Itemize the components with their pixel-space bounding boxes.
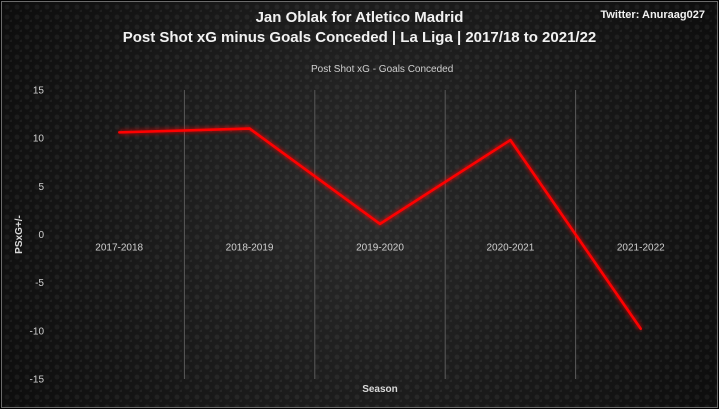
x-category-label: 2020-2021	[486, 243, 534, 254]
chart-title-line1: Jan Oblak for Atletico Madrid	[255, 9, 464, 26]
x-axis-title: Season	[362, 384, 398, 395]
data-point	[378, 222, 382, 226]
y-tick-label: -10	[30, 326, 45, 337]
y-axis-ticks: 15 10 5 0 -5 -10 -15	[30, 86, 45, 386]
x-category-label: 2017-2018	[95, 243, 143, 254]
y-tick-label: 0	[38, 230, 44, 241]
chart-title: Jan Oblak for Atletico Madrid Post Shot …	[0, 8, 719, 48]
x-category-label: 2019-2020	[356, 243, 404, 254]
x-category-label: 2021-2022	[617, 243, 665, 254]
data-point	[248, 127, 251, 130]
y-tick-label: -15	[30, 375, 45, 386]
y-tick-label: -5	[35, 278, 44, 289]
legend-label: Post Shot xG - Goals Conceded	[311, 64, 453, 75]
legend: Post Shot xG - Goals Conceded	[283, 64, 453, 75]
data-point	[639, 327, 642, 331]
y-tick-label: 15	[33, 86, 45, 97]
chart-title-line2: Post Shot xG minus Goals Conceded | La L…	[122, 29, 597, 46]
x-axis-categories: 2017-2018 2018-2019 2019-2020 2020-2021 2021…	[95, 243, 665, 254]
data-point	[509, 138, 512, 142]
gridlines	[183, 90, 577, 379]
y-tick-label: 5	[38, 182, 44, 193]
data-point	[118, 131, 121, 134]
x-category-label: 2018-2019	[226, 243, 274, 254]
series-line	[119, 127, 642, 330]
twitter-handle: Twitter: Anuraag027	[600, 9, 705, 21]
y-tick-label: 10	[33, 134, 45, 145]
series-layer	[118, 127, 642, 331]
y-axis-title: PSxG+/-	[14, 215, 25, 254]
